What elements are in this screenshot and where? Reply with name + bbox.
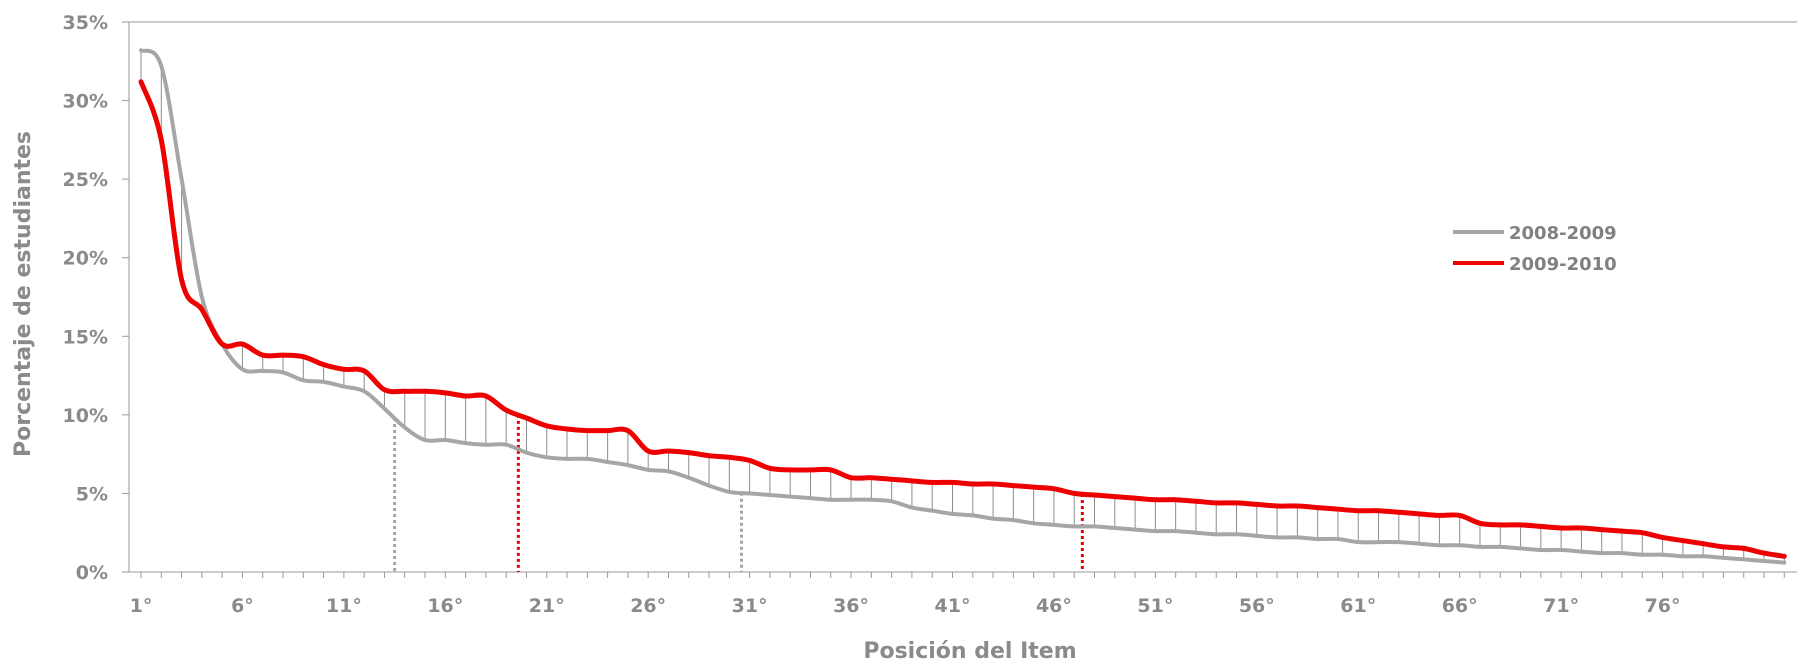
x-tick-label: 46° — [1036, 595, 1072, 617]
y-tick-label: 10% — [63, 405, 108, 427]
threshold-markers — [393, 414, 1084, 572]
x-axis-title: Posición del Item — [863, 639, 1076, 662]
legend-label-2009-2010: 2009-2010 — [1509, 254, 1617, 275]
x-tick-label: 21° — [529, 595, 565, 617]
y-tick-label: 20% — [63, 248, 108, 270]
x-tick-label: 31° — [732, 595, 768, 617]
x-tick-label: 56° — [1239, 595, 1275, 617]
y-tick-label: 35% — [63, 12, 108, 34]
y-axis-title: Porcentaje de estudiantes — [11, 131, 36, 457]
difference-lines — [140, 50, 1785, 563]
series-lines — [138, 48, 1787, 565]
y-tick-label: 0% — [76, 562, 108, 584]
series-line-2009-2010 — [138, 79, 1787, 559]
y-tick-label: 30% — [63, 91, 108, 113]
x-tick-label: 26° — [630, 595, 666, 617]
x-tick-label: 51° — [1137, 595, 1173, 617]
x-tick-label: 76° — [1645, 595, 1681, 617]
x-tick-label: 11° — [326, 595, 362, 617]
y-tick-label: 25% — [63, 169, 108, 191]
legend: 2008-2009 2009-2010 — [1453, 223, 1617, 275]
x-tick-label: 61° — [1340, 595, 1376, 617]
series-line-2008-2009 — [139, 48, 1787, 565]
y-tick-label: 15% — [63, 326, 108, 348]
axes — [122, 21, 1797, 578]
legend-label-2008-2009: 2008-2009 — [1509, 223, 1617, 244]
x-tick-label: 71° — [1543, 595, 1579, 617]
x-tick-label: 41° — [935, 595, 971, 617]
x-tick-label: 1° — [130, 595, 153, 617]
x-tick-label: 66° — [1442, 595, 1478, 617]
y-tick-label: 5% — [76, 483, 108, 505]
x-tick-label: 6° — [231, 595, 254, 617]
x-tick-label: 36° — [833, 595, 869, 617]
x-tick-label: 16° — [427, 595, 463, 617]
tick-labels: 0% 5% 10% 15% 20% 25% 30% 35% 1° 6° 11° 16° 21° 26° 31… — [63, 12, 1681, 617]
